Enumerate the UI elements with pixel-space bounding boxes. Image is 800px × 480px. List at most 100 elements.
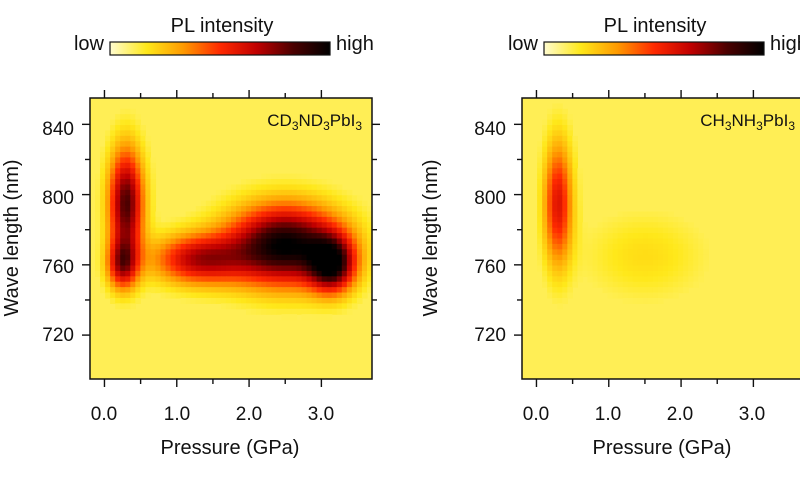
heatmap-cell: [356, 249, 363, 256]
heatmap-cell: [547, 114, 553, 121]
heatmap-cell: [145, 206, 152, 213]
heatmap-cell: [155, 254, 162, 261]
heatmap-cell: [110, 211, 116, 218]
heatmap-cell: [200, 281, 207, 288]
heatmap-cell: [261, 222, 267, 229]
heatmap-cell: [597, 222, 604, 229]
heatmap-cell: [241, 211, 247, 218]
heatmap-cell: [316, 206, 323, 213]
heatmap-cell: [210, 265, 217, 272]
heatmap-cell: [271, 189, 277, 196]
heatmap-cell: [306, 195, 313, 202]
heatmap-cell: [562, 189, 568, 196]
heatmap-cell: [241, 254, 247, 261]
heatmap-cell: [241, 265, 247, 272]
heatmap-cell: [321, 222, 328, 229]
heatmap-cell: [577, 173, 584, 180]
heatmap-cell: [592, 265, 599, 272]
heatmap-cell: [100, 270, 106, 277]
heatmap-cell: [612, 254, 619, 261]
heatmap-cell: [567, 292, 573, 299]
heatmap-cell: [135, 200, 141, 207]
heatmap-cell: [195, 276, 202, 283]
heatmap-cell: [366, 276, 373, 283]
heatmap-cell: [100, 200, 106, 207]
heatmap-cell: [311, 287, 318, 294]
heatmap-cell: [557, 297, 563, 304]
heatmap-cell: [326, 260, 333, 267]
heatmap-cell: [125, 297, 131, 304]
heatmap-cell: [336, 297, 343, 304]
heatmap-cell: [567, 179, 573, 186]
heatmap-cell: [567, 227, 573, 234]
heatmap-cell: [326, 195, 333, 202]
heatmap-cell: [637, 211, 644, 218]
heatmap-cell: [326, 276, 333, 283]
heatmap-cell: [612, 281, 619, 288]
heatmap-cell: [296, 243, 303, 250]
heatmap-cell: [562, 200, 568, 207]
heatmap-cell: [120, 281, 126, 288]
heatmap-cell: [562, 260, 568, 267]
heatmap-cell: [577, 222, 584, 229]
heatmap-cell: [587, 249, 594, 256]
heatmap-cell: [246, 184, 252, 191]
heatmap-cell: [105, 216, 111, 223]
heatmap-cell: [572, 200, 578, 207]
heatmap-cell: [120, 222, 126, 229]
x-tick-label: 0.0: [91, 404, 117, 425]
sample-label-2: CH3NH3PbI3: [700, 111, 795, 133]
heatmap-cell: [552, 287, 558, 294]
heatmap-cell: [180, 216, 187, 223]
heatmap-cell: [150, 211, 157, 218]
heatmap-cell: [537, 211, 543, 218]
heatmap-cell: [622, 243, 629, 250]
heatmap-cell: [140, 179, 146, 186]
heatmap-cell: [346, 211, 353, 218]
heatmap-cell: [572, 168, 578, 175]
heatmap-cell: [296, 179, 303, 186]
heatmap-cell: [637, 227, 644, 234]
heatmap-cell: [316, 249, 323, 256]
heatmap-cell: [130, 130, 136, 137]
heatmap-cell: [567, 276, 573, 283]
heatmap-cell: [170, 265, 177, 272]
heatmap-cell: [557, 189, 563, 196]
heatmap-cell: [647, 281, 654, 288]
heatmap-cell: [557, 195, 563, 202]
heatmap-cell: [582, 222, 589, 229]
heatmap-cell: [311, 238, 318, 245]
heatmap-cell: [155, 270, 162, 277]
heatmap-cell: [652, 249, 659, 256]
formula-part: NH: [732, 111, 757, 130]
heatmap-cell: [542, 119, 548, 126]
heatmap-cell: [95, 173, 101, 180]
heatmap-cell: [567, 130, 573, 137]
heatmap-cell: [195, 243, 202, 250]
heatmap-cell: [612, 216, 619, 223]
heatmap-cell: [557, 254, 563, 261]
heatmap-cell: [115, 276, 121, 283]
heatmap-cell: [602, 233, 609, 240]
heatmap-cell: [120, 216, 126, 223]
heatmap-cell: [668, 292, 674, 299]
heatmap-cell: [552, 265, 558, 272]
heatmap-cell: [120, 243, 126, 250]
heatmap-cell: [175, 270, 182, 277]
heatmap-cell: [306, 211, 313, 218]
heatmap-cell: [291, 173, 298, 180]
heatmap-cell: [632, 292, 639, 299]
heatmap-cell: [552, 206, 558, 213]
heatmap-cell: [668, 254, 674, 261]
heatmap-cell: [130, 260, 136, 267]
heatmap-cell: [632, 254, 639, 261]
heatmap-cell: [140, 276, 146, 283]
heatmap-cell: [582, 238, 589, 245]
heatmap-cell: [567, 270, 573, 277]
heatmap-cell: [587, 227, 594, 234]
heatmap-cell: [698, 254, 704, 261]
heatmap-cell: [321, 206, 328, 213]
heatmap-cell: [135, 281, 141, 288]
heatmap-cell: [557, 260, 563, 267]
heatmap-cell: [120, 292, 126, 299]
